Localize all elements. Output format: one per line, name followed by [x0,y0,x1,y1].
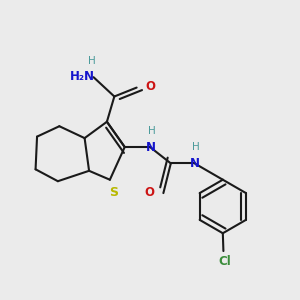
Text: N: N [146,141,156,154]
Text: O: O [145,80,155,93]
Text: S: S [109,186,118,199]
Text: H: H [148,126,156,136]
Text: H: H [88,56,96,66]
Text: H₂N: H₂N [69,70,94,83]
Text: N: N [190,157,200,170]
Text: O: O [145,186,154,199]
Text: H: H [193,142,200,152]
Text: Cl: Cl [218,255,231,268]
